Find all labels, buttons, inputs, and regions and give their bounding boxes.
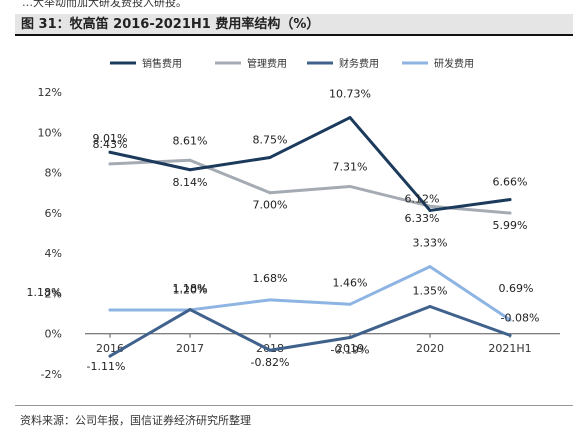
data-point [108, 308, 112, 312]
y-tick-label: 2% [45, 287, 62, 300]
data-point [188, 168, 192, 172]
series-line [108, 265, 512, 322]
data-point [508, 211, 512, 215]
y-tick-label: 12% [38, 86, 62, 99]
y-tick-label: -2% [41, 368, 62, 381]
data-label: 7.31% [333, 160, 368, 173]
data-point [188, 158, 192, 162]
y-tick-label: 8% [45, 167, 62, 180]
data-label: -1.11% [87, 360, 126, 373]
chart-legend: 销售费用 管理费用 财务费用 研发费用 [110, 57, 474, 70]
data-label: -0.82% [251, 356, 290, 369]
data-label: 8.14% [173, 176, 208, 189]
x-tick-label: 2020 [416, 342, 444, 355]
x-tick-label: 2017 [176, 342, 204, 355]
data-point [188, 308, 192, 312]
data-label: 0.69% [499, 282, 534, 295]
data-point [268, 191, 272, 195]
data-label: 1.35% [413, 285, 448, 298]
data-label: 6.66% [493, 176, 528, 189]
legend-label: 管理费用 [247, 57, 287, 70]
data-label: 5.99% [493, 219, 528, 232]
data-point [508, 333, 512, 337]
data-point [348, 302, 352, 306]
legend-label: 财务费用 [339, 57, 379, 70]
x-tick-label: 2016 [96, 342, 124, 355]
legend-label: 研发费用 [434, 57, 474, 70]
x-axis: 2016 2017 2018 2019 2020 2021H1 [85, 333, 560, 355]
series-lines [108, 116, 512, 358]
series-line [108, 116, 512, 212]
data-point [428, 265, 432, 269]
y-tick-label: 4% [45, 247, 62, 260]
data-point [348, 336, 352, 340]
data-labels: 9.01% 8.14% 8.75% 10.73% 6.12% 6.66% 8.43% 8.61… [27, 88, 540, 373]
data-point [428, 305, 432, 309]
data-point [108, 162, 112, 166]
data-label: 1.18% [27, 286, 62, 299]
data-label: 10.73% [329, 88, 371, 101]
data-point [508, 198, 512, 202]
data-label: 9.01% [93, 132, 128, 145]
data-label: 1.68% [253, 272, 288, 285]
x-tick-label: 2019 [336, 342, 364, 355]
y-tick-label: 10% [38, 126, 62, 139]
data-point [348, 116, 352, 120]
data-point [108, 150, 112, 154]
data-point [268, 155, 272, 159]
data-label: 8.75% [253, 133, 288, 146]
data-label: 7.00% [253, 199, 288, 212]
data-label: 1.20% [173, 284, 208, 297]
legend-label: 销售费用 [142, 57, 182, 70]
data-label: 6.12% [405, 192, 440, 205]
data-point [108, 354, 112, 358]
data-point [268, 348, 272, 352]
data-point [508, 318, 512, 322]
data-label: -0.08% [501, 311, 540, 324]
data-point [348, 184, 352, 188]
footer-divider [15, 405, 573, 406]
y-axis: -2% 0% 2% 4% 6% 8% 10% 12% [38, 86, 62, 381]
data-label: 3.33% [413, 237, 448, 250]
preceding-text-fragment: …大举动而加大研发费投入研投。 [22, 0, 187, 9]
y-tick-label: 6% [45, 207, 62, 220]
data-point [428, 208, 432, 212]
y-tick-label: 0% [45, 328, 62, 341]
data-point [428, 204, 432, 208]
data-point [268, 298, 272, 302]
data-label: 8.61% [173, 134, 208, 147]
data-label: -0.19% [331, 344, 370, 357]
data-label: 1.18% [173, 282, 208, 295]
x-tick-label: 2021H1 [488, 342, 531, 355]
source-note: 资料来源：公司年报，国信证券经济研究所整理 [20, 414, 251, 427]
series-line [108, 305, 512, 358]
data-label: 6.33% [405, 212, 440, 225]
data-label: 8.43% [93, 138, 128, 151]
figure-title: 图 31：牧高笛 2016-2021H1 费用率结构（%） [15, 14, 573, 36]
series-line [108, 158, 512, 215]
data-label: 1.46% [333, 276, 368, 289]
